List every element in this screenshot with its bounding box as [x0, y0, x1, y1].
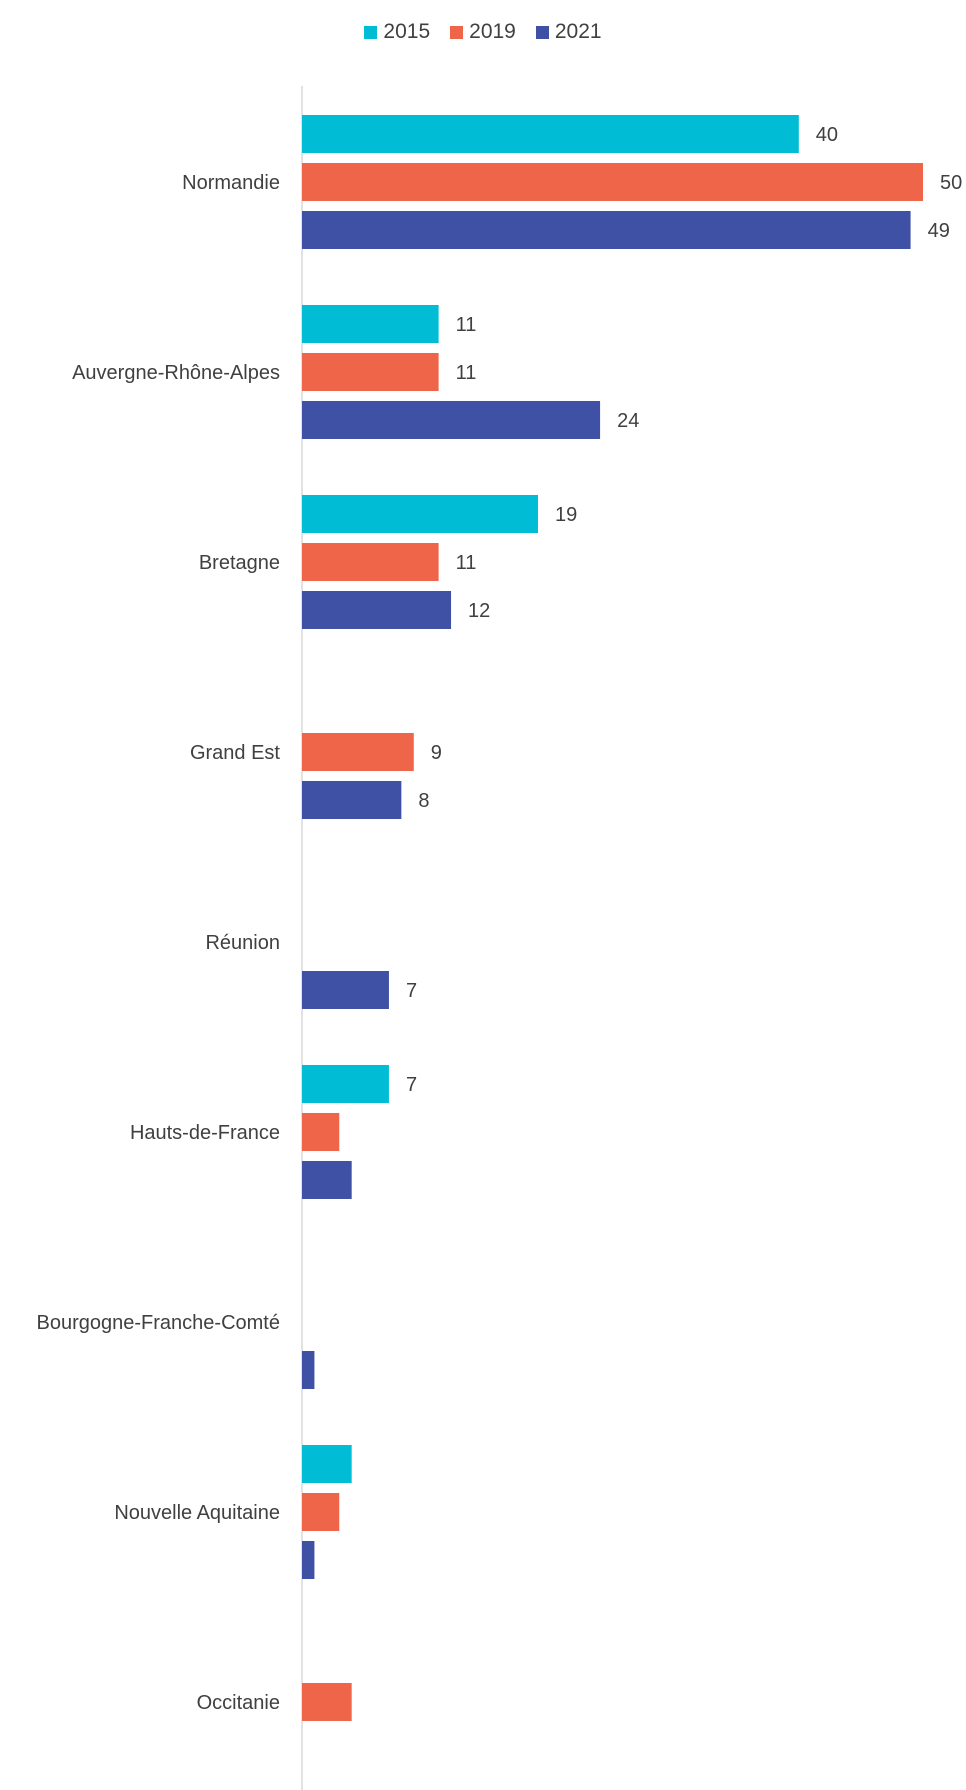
- legend-item-2019: 2019: [450, 20, 516, 44]
- legend-swatch-2015: [364, 25, 378, 39]
- category-label: Grand Est: [190, 742, 280, 764]
- legend-label-2021: 2021: [554, 20, 602, 43]
- legend-swatch-2021: [535, 25, 549, 39]
- data-label: 9: [431, 742, 442, 764]
- bar-2021: [302, 1161, 352, 1199]
- bar-2019: [302, 733, 414, 771]
- bar-2021: [302, 971, 389, 1009]
- category-label: Hauts-de-France: [130, 1122, 280, 1144]
- category-label: Nouvelle Aquitaine: [114, 1502, 280, 1524]
- bar-2015: [302, 115, 799, 153]
- bar-2019: [302, 163, 923, 201]
- data-label: 49: [928, 220, 950, 242]
- bar-2021: [302, 591, 452, 629]
- data-label: 8: [418, 790, 429, 812]
- legend-label-2019: 2019: [469, 20, 516, 43]
- bar-2021: [302, 1351, 315, 1389]
- bar-2015: [302, 305, 439, 343]
- bar-2015: [302, 1445, 352, 1483]
- data-label: 40: [816, 124, 838, 146]
- category-label: Bourgogne-Franche-Comté: [37, 1312, 280, 1334]
- bar-2021: [302, 401, 601, 439]
- bar-2019: [302, 1683, 352, 1721]
- data-label: 12: [468, 600, 490, 622]
- data-label: 19: [555, 504, 577, 526]
- category-label: Auvergne-Rhône-Alpes: [72, 362, 280, 384]
- data-label: 50: [940, 172, 962, 194]
- data-label: 24: [617, 410, 639, 432]
- bar-2021: [302, 1541, 315, 1579]
- bar-2015: [302, 495, 538, 533]
- data-label: 7: [406, 1074, 417, 1096]
- category-label: Occitanie: [197, 1692, 280, 1714]
- data-label: 11: [456, 552, 477, 574]
- category-label: Bretagne: [199, 552, 280, 574]
- data-label: 11: [456, 362, 477, 384]
- bar-2021: [302, 781, 402, 819]
- bar-2015: [302, 1065, 389, 1103]
- legend-item-2021: 2021: [535, 20, 602, 44]
- bar-2019: [302, 543, 439, 581]
- bar-2021: [302, 211, 911, 249]
- bar-2019: [302, 1493, 340, 1531]
- data-label: 7: [406, 980, 417, 1002]
- chart-legend: 2015 2019 2021: [0, 20, 966, 44]
- legend-swatch-2019: [450, 25, 464, 39]
- legend-label-2015: 2015: [383, 20, 431, 43]
- data-label: 11: [456, 314, 477, 336]
- category-label: Normandie: [182, 172, 280, 194]
- bar-2019: [302, 1113, 340, 1151]
- bar-2019: [302, 353, 439, 391]
- legend-item-2015: 2015: [364, 20, 430, 44]
- category-label: Réunion: [205, 932, 280, 954]
